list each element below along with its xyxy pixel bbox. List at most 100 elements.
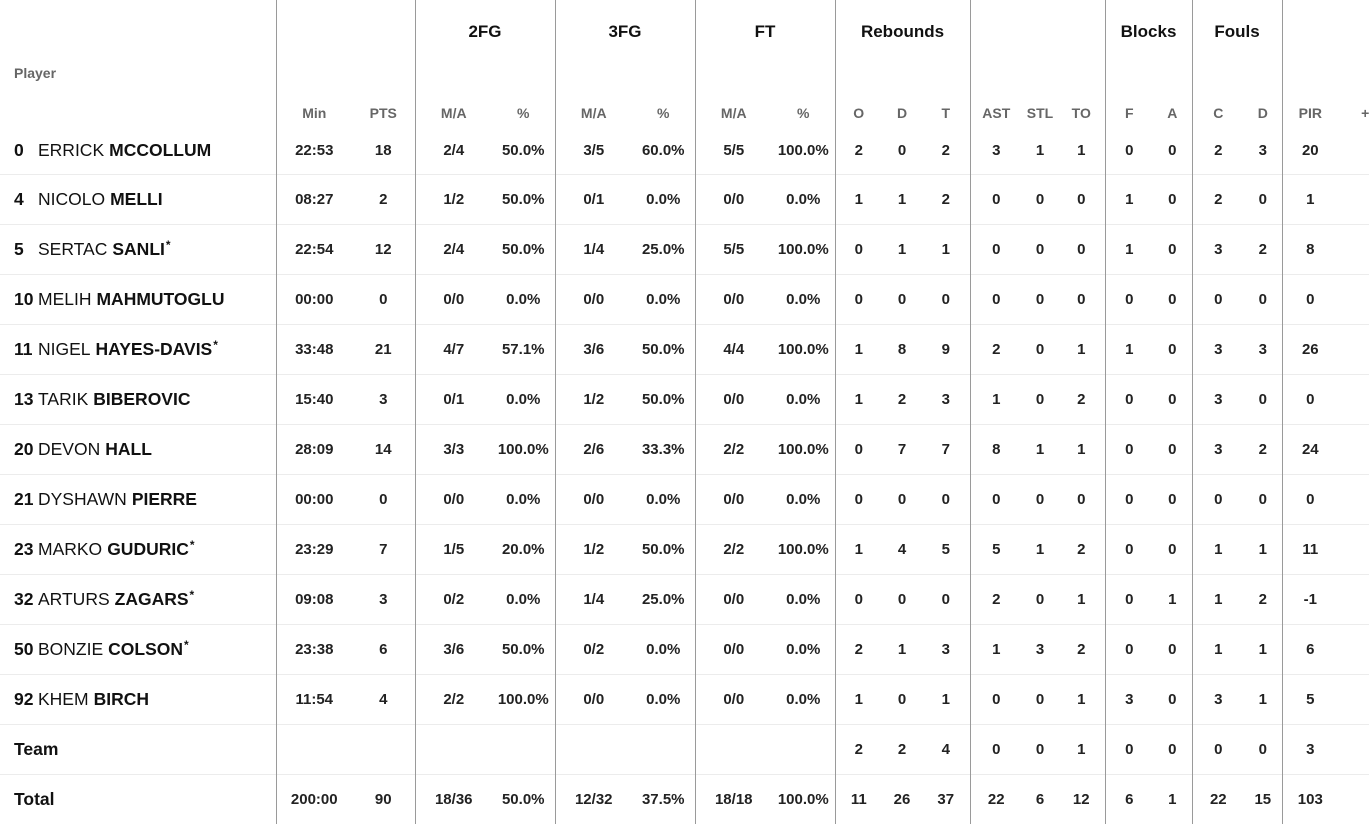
player-first-name[interactable]: NIGEL xyxy=(38,339,91,359)
player-first-name[interactable]: SERTAC xyxy=(38,239,108,259)
player-number: 0 xyxy=(14,139,24,160)
col-header-foul-c[interactable]: C xyxy=(1191,47,1245,127)
player-first-name[interactable]: KHEM xyxy=(38,688,89,709)
stat-ft-pct: 0.0% xyxy=(772,573,835,624)
player-last-name[interactable]: COLSON xyxy=(108,639,184,659)
player-last-name[interactable]: MCCOLLUM xyxy=(109,139,212,160)
player-cell[interactable]: 92 KHEM BIRCH xyxy=(0,673,276,724)
col-header-ft-ma[interactable]: M/A xyxy=(694,47,772,127)
col-header-ast[interactable]: AST xyxy=(969,47,1023,127)
col-header-reb-d[interactable]: D xyxy=(896,105,908,121)
stat-stl: 0 xyxy=(1022,473,1059,524)
stat-to: 1 xyxy=(1058,723,1106,774)
stat-fg2-ma: 1/2 xyxy=(414,173,492,224)
stat-ast: 1 xyxy=(969,373,1023,424)
col-header-blk-a[interactable]: A xyxy=(1167,105,1178,121)
col-header-stl[interactable]: STL xyxy=(1026,105,1054,121)
player-last-name[interactable]: GUDURIC xyxy=(107,539,189,559)
stat-min: 11:54 xyxy=(275,673,352,724)
player-cell[interactable]: 20 DEVON HALL xyxy=(0,423,276,474)
col-header-plus-minus[interactable]: +/- xyxy=(1361,105,1369,121)
stat-foul-c: 3 xyxy=(1191,423,1245,474)
group-header-3fg: 3FG xyxy=(554,0,695,47)
player-last-name[interactable]: ZAGARS xyxy=(114,589,189,609)
player-first-name[interactable]: ARTURS xyxy=(38,589,110,609)
col-header-pir[interactable]: PIR xyxy=(1281,47,1339,127)
stat-foul-c: 1 xyxy=(1191,623,1245,674)
player-cell[interactable]: 11 NIGEL HAYES-DAVIS* xyxy=(0,323,276,374)
stat-pts: 14 xyxy=(352,423,415,474)
stat-plus-minus xyxy=(1338,523,1369,574)
player-first-name[interactable]: BONZIE xyxy=(38,639,104,659)
stat-stl: 0 xyxy=(1022,673,1059,724)
col-header-3fg-ma[interactable]: M/A xyxy=(554,47,632,127)
player-cell[interactable]: 0 ERRICK MCCOLLUM xyxy=(0,127,276,174)
col-header-min[interactable]: Min xyxy=(275,47,352,127)
player-first-name[interactable]: DEVON xyxy=(38,438,101,459)
player-last-name[interactable]: HALL xyxy=(105,438,152,459)
stat-fg3-pct: 50.0% xyxy=(632,523,695,574)
stat-reb-d: 8 xyxy=(882,323,922,374)
col-header-pts[interactable]: PTS xyxy=(369,105,397,121)
col-header-blk-f[interactable]: F xyxy=(1104,47,1154,127)
player-first-name[interactable]: NICOLO xyxy=(38,188,106,209)
player-last-name[interactable]: MELLI xyxy=(110,188,163,209)
player-number: 11 xyxy=(14,339,33,359)
player-number: 20 xyxy=(14,438,34,459)
stat-reb-o: 0 xyxy=(834,423,882,474)
stat-blk-f: 1 xyxy=(1104,223,1154,274)
player-cell[interactable]: 13 TARIK BIBEROVIC xyxy=(0,373,276,424)
player-cell[interactable]: 4 NICOLO MELLI xyxy=(0,173,276,224)
player-cell[interactable]: 10 MELIH MAHMUTOGLU xyxy=(0,273,276,324)
player-last-name[interactable]: BIBEROVIC xyxy=(93,388,191,409)
player-row: 0 ERRICK MCCOLLUM 22:53 18 2/4 50.0% 3/5 60.0% 5/… xyxy=(0,127,1369,174)
stat-ft-pct: 100.0% xyxy=(772,223,835,274)
col-header-reb-t[interactable]: T xyxy=(941,105,951,121)
player-cell[interactable]: 5 SERTAC SANLI* xyxy=(0,223,276,274)
player-first-name[interactable]: MELIH xyxy=(38,288,92,309)
stat-reb-t: 37 xyxy=(922,773,971,824)
player-cell[interactable]: 21 DYSHAWN PIERRE xyxy=(0,473,276,524)
col-header-2fg-pct[interactable]: % xyxy=(517,105,530,121)
team-label: Team xyxy=(0,723,276,774)
col-header-foul-d[interactable]: D xyxy=(1257,105,1268,121)
stat-pir: 0 xyxy=(1281,273,1339,324)
stat-reb-t: 0 xyxy=(922,573,971,624)
stat-reb-d: 0 xyxy=(882,473,922,524)
stat-foul-d: 0 xyxy=(1244,373,1283,424)
stat-fg3-ma: 0/2 xyxy=(554,623,632,674)
stat-ft-pct: 100.0% xyxy=(777,141,829,159)
col-header-to[interactable]: TO xyxy=(1071,105,1091,121)
col-header-2fg-ma[interactable]: M/A xyxy=(414,47,492,127)
player-last-name[interactable]: HAYES-DAVIS xyxy=(95,339,213,359)
stat-fg3-pct: 0.0% xyxy=(632,273,695,324)
player-first-name[interactable]: TARIK xyxy=(38,388,89,409)
stat-fg3-pct: 0.0% xyxy=(632,623,695,674)
stat-ft-pct: 100.0% xyxy=(772,523,835,574)
stat-fg3-pct: 0.0% xyxy=(632,173,695,224)
player-last-name[interactable]: PIERRE xyxy=(131,488,197,509)
player-first-name[interactable]: DYSHAWN xyxy=(38,488,127,509)
stat-stl: 0 xyxy=(1022,573,1059,624)
player-row: 21 DYSHAWN PIERRE 00:00 0 0/0 0.0% 0/0 0.0% 0/0 0.… xyxy=(0,473,1369,524)
group-header-fouls: Fouls xyxy=(1191,0,1283,47)
stat-reb-o: 1 xyxy=(834,173,882,224)
col-header-reb-o[interactable]: O xyxy=(834,47,882,127)
col-header-player[interactable]: Player xyxy=(14,65,57,81)
stat-fg3-pct: 37.5% xyxy=(632,773,695,824)
player-first-name[interactable]: ERRICK xyxy=(38,139,105,160)
col-header-ft-pct[interactable]: % xyxy=(797,105,810,121)
player-cell[interactable]: 50 BONZIE COLSON* xyxy=(0,623,276,674)
player-cell[interactable]: 23 MARKO GUDURIC* xyxy=(0,523,276,574)
player-number: 50 xyxy=(14,639,34,659)
stat-fg2-ma: 0/0 xyxy=(414,473,492,524)
stat-foul-c: 0 xyxy=(1191,273,1245,324)
player-last-name[interactable]: MAHMUTOGLU xyxy=(96,288,225,309)
col-header-3fg-pct[interactable]: % xyxy=(657,105,670,121)
player-last-name[interactable]: BIRCH xyxy=(93,688,149,709)
player-last-name[interactable]: SANLI xyxy=(112,239,165,259)
player-first-name[interactable]: MARKO xyxy=(38,539,103,559)
player-cell[interactable]: 32 ARTURS ZAGARS* xyxy=(0,573,276,624)
stat-reb-d: 1 xyxy=(882,223,922,274)
stat-ft-pct: 0.0% xyxy=(772,473,835,524)
